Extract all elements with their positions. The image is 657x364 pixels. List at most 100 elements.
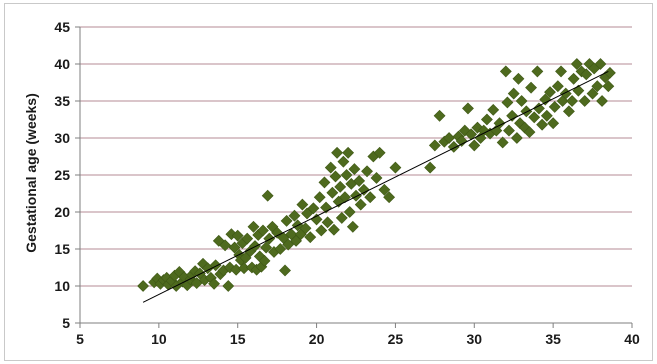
data-point xyxy=(228,241,241,254)
x-tick-label: 10 xyxy=(151,331,167,347)
data-point xyxy=(271,226,284,239)
y-tick-label: 10 xyxy=(54,278,70,294)
data-point xyxy=(339,191,351,204)
data-point xyxy=(443,132,455,144)
data-point xyxy=(383,191,396,204)
data-point xyxy=(331,146,343,159)
data-point xyxy=(548,100,561,113)
data-point xyxy=(493,117,506,130)
data-point xyxy=(480,113,493,126)
data-point xyxy=(523,126,536,139)
data-point xyxy=(586,87,599,100)
data-point xyxy=(313,191,326,204)
y-tick-label: 35 xyxy=(54,93,70,109)
data-point xyxy=(562,105,575,118)
data-point xyxy=(389,161,402,174)
data-point xyxy=(528,111,541,124)
trendline-path xyxy=(142,70,609,303)
data-point xyxy=(591,80,604,93)
data-point xyxy=(433,109,446,122)
grid-lines xyxy=(80,26,632,287)
axes xyxy=(75,26,633,328)
data-point xyxy=(310,213,323,226)
data-point xyxy=(353,174,366,187)
data-point xyxy=(257,224,269,237)
x-tick-label: 35 xyxy=(545,331,561,347)
y-tick-label: 40 xyxy=(54,56,70,72)
data-point xyxy=(340,169,353,181)
data-point xyxy=(510,132,523,144)
data-point xyxy=(533,102,545,115)
data-point xyxy=(378,183,391,196)
y-tick-label: 15 xyxy=(54,241,70,257)
data-point xyxy=(428,139,441,152)
data-point xyxy=(503,124,515,137)
data-point xyxy=(540,109,553,122)
data-point xyxy=(335,211,348,224)
data-point xyxy=(602,80,615,93)
data-point xyxy=(373,146,386,159)
data-points xyxy=(137,58,616,292)
data-point xyxy=(280,214,293,227)
data-point xyxy=(282,238,295,251)
data-point xyxy=(515,95,528,107)
data-point xyxy=(301,207,314,220)
data-point xyxy=(501,96,514,109)
trendline xyxy=(142,70,609,303)
data-point xyxy=(274,243,287,255)
data-point xyxy=(327,223,340,236)
data-point xyxy=(208,277,220,290)
y-tick-label: 25 xyxy=(54,167,70,183)
data-point xyxy=(249,240,261,252)
data-point xyxy=(260,241,273,254)
data-point xyxy=(343,206,356,218)
data-point xyxy=(342,146,355,159)
x-tick-label: 15 xyxy=(230,331,246,347)
data-point xyxy=(321,216,334,229)
y-tick-label: 30 xyxy=(54,130,70,146)
y-tick-label: 45 xyxy=(54,19,70,35)
data-point xyxy=(544,86,556,99)
data-point xyxy=(487,103,500,116)
data-point xyxy=(507,87,520,100)
data-point xyxy=(231,229,244,242)
y-tick-label: 5 xyxy=(62,315,70,331)
x-tick-label: 5 xyxy=(76,331,84,347)
data-point xyxy=(288,209,301,222)
data-point xyxy=(324,161,337,174)
data-point xyxy=(247,220,260,233)
data-point xyxy=(594,58,607,70)
data-point xyxy=(531,65,544,78)
data-point xyxy=(361,165,373,178)
tick-labels: 5 10 15 20 25 30 35 40 45 5 10 15 20 25 30 35 40 xyxy=(54,19,640,347)
data-point xyxy=(241,232,254,245)
data-point xyxy=(357,183,370,196)
data-point xyxy=(219,239,232,252)
data-point xyxy=(596,95,608,107)
x-tick-label: 20 xyxy=(309,331,325,347)
data-point xyxy=(462,102,474,115)
data-point xyxy=(539,93,552,106)
data-point xyxy=(299,222,312,235)
data-point xyxy=(326,186,339,199)
data-point xyxy=(512,72,525,85)
data-point xyxy=(261,189,274,202)
data-point xyxy=(348,163,361,176)
data-point xyxy=(499,65,512,78)
data-point xyxy=(370,172,383,184)
data-point xyxy=(567,72,580,85)
data-point xyxy=(506,109,519,122)
data-point xyxy=(520,105,533,118)
data-point xyxy=(307,202,320,215)
data-point xyxy=(346,220,359,233)
data-point xyxy=(334,180,347,193)
data-point xyxy=(536,118,549,131)
y-axis-title: Gestational age (weeks) xyxy=(23,93,39,253)
data-point xyxy=(337,155,350,168)
data-point xyxy=(455,135,468,147)
data-point xyxy=(296,198,309,211)
x-tick-label: 25 xyxy=(388,331,404,347)
data-point xyxy=(525,81,537,94)
data-point xyxy=(354,198,367,211)
